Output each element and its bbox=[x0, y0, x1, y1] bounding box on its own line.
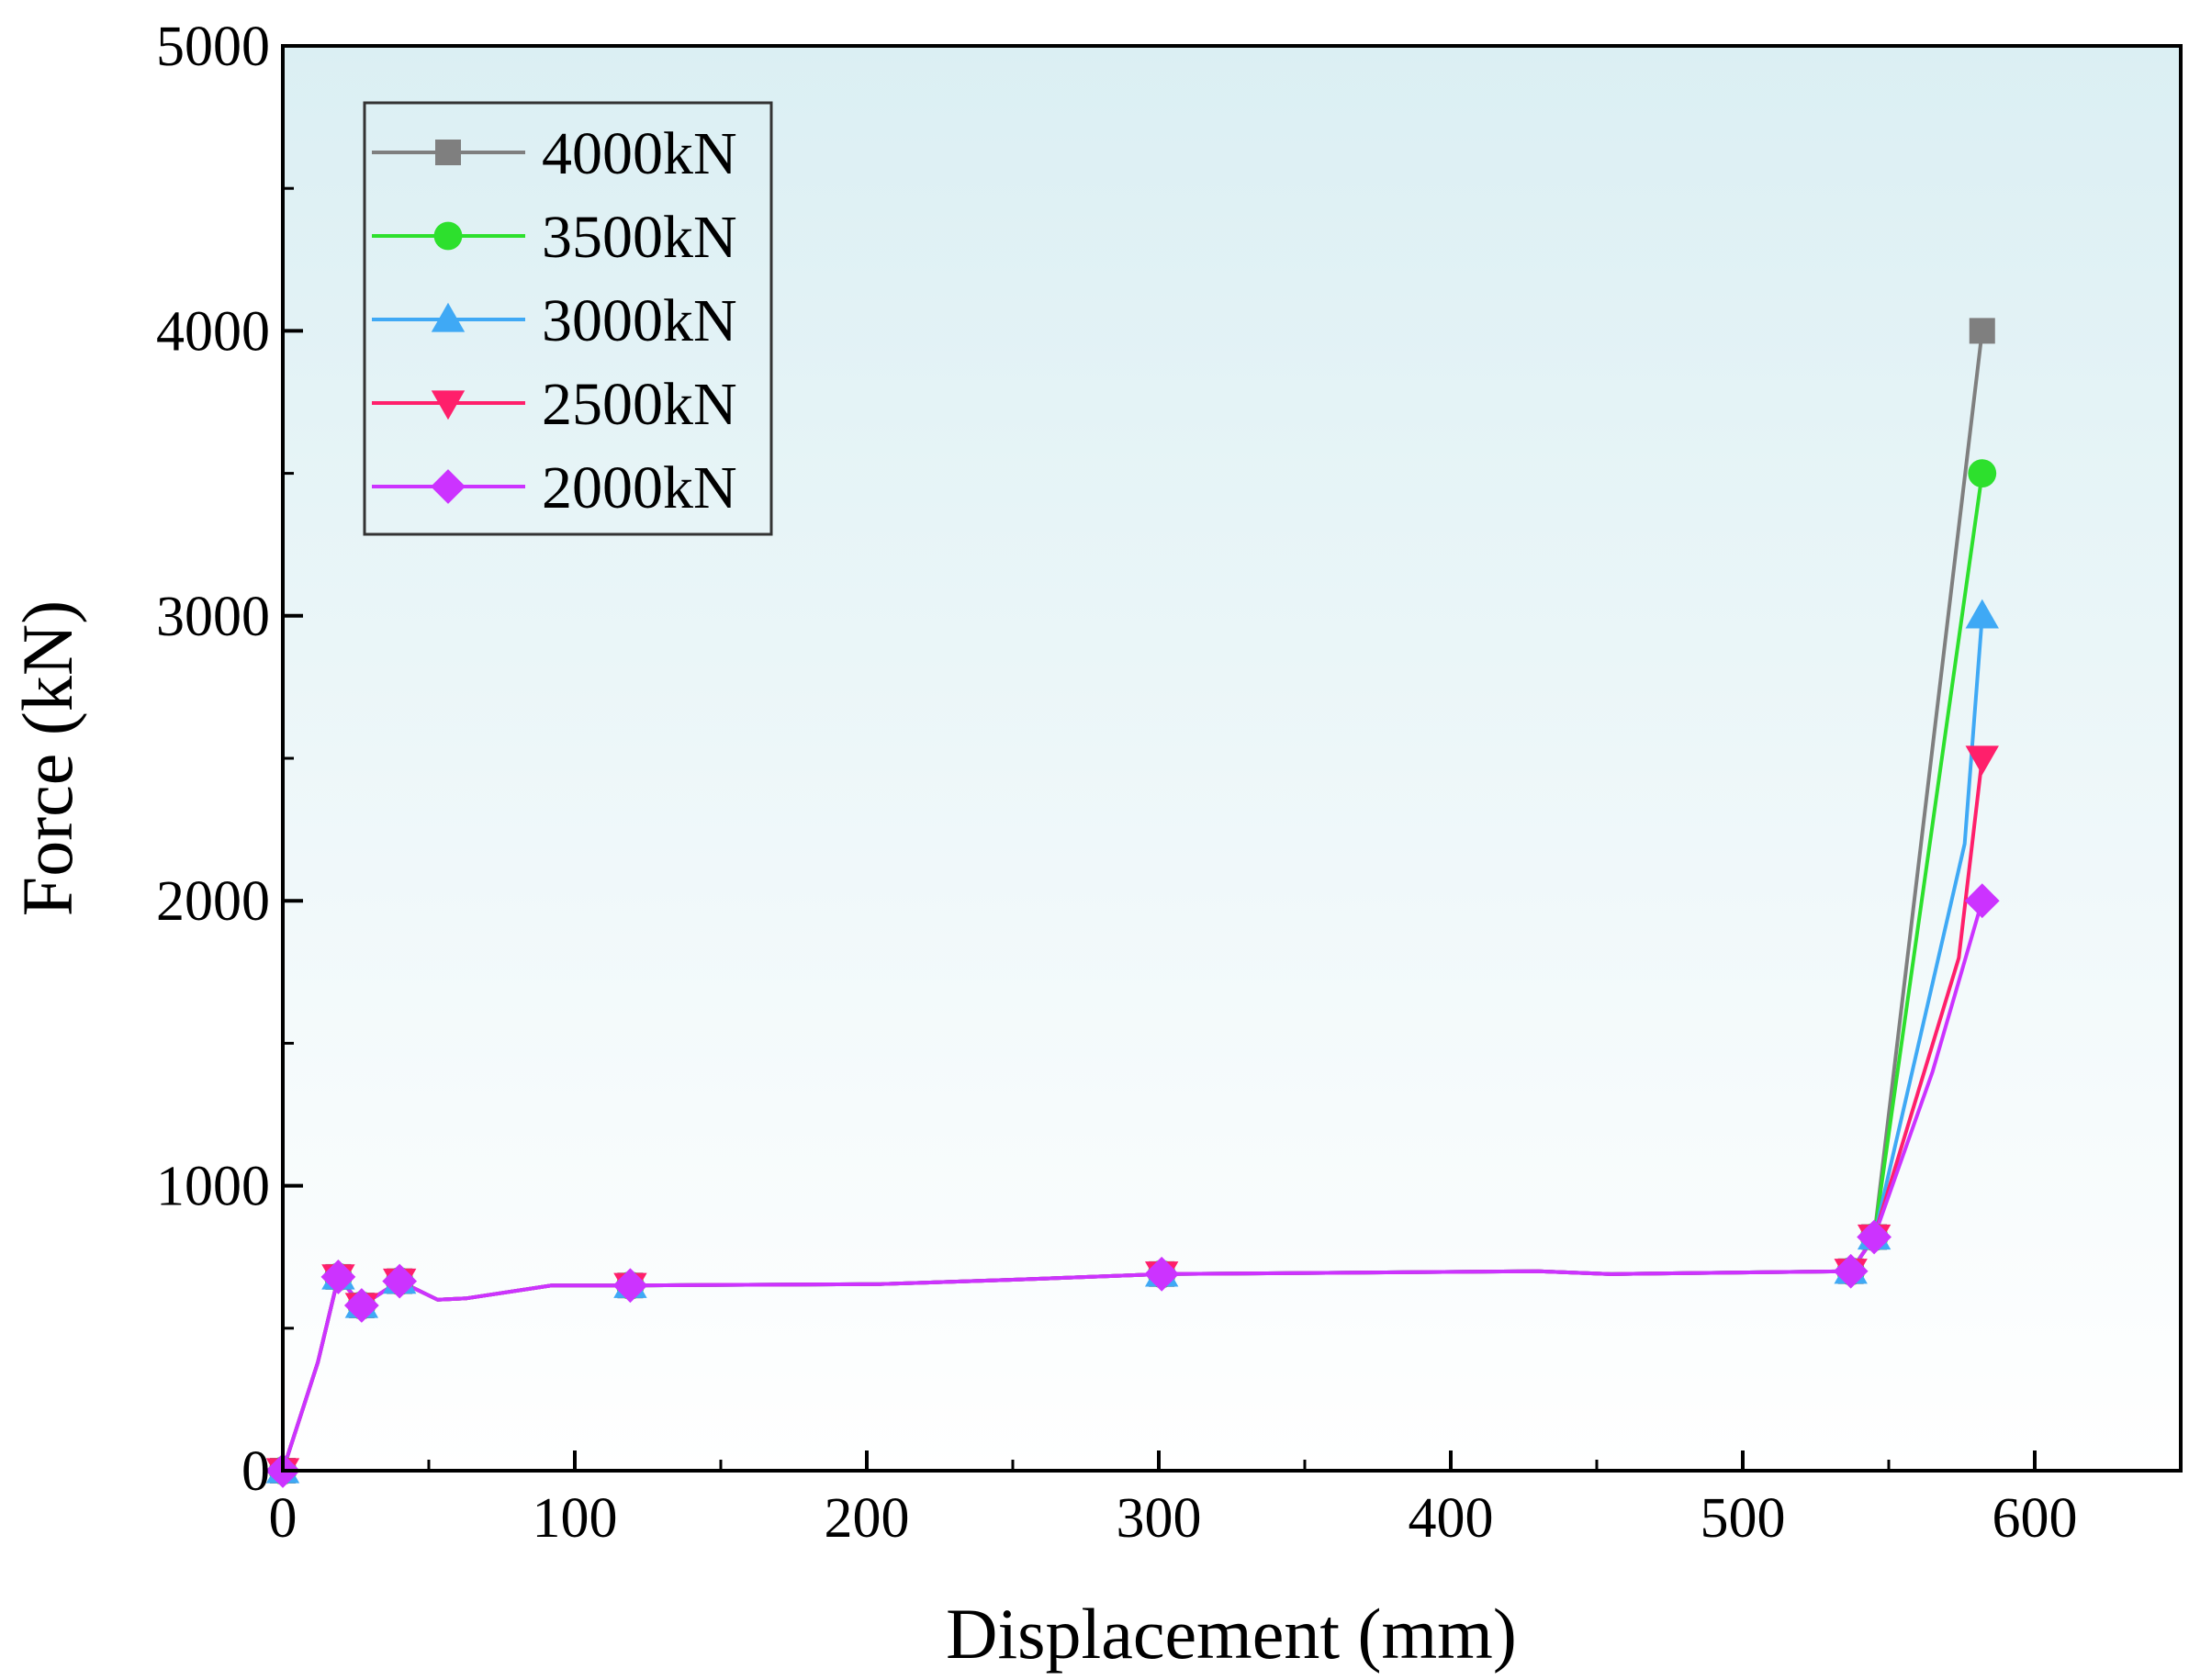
x-tick-label: 200 bbox=[825, 1487, 910, 1550]
legend-label: 3000kN bbox=[542, 287, 737, 354]
y-tick-label: 5000 bbox=[156, 16, 270, 78]
legend-item-2000kn: 2000kN bbox=[372, 454, 737, 521]
series-marker-2000kn bbox=[1857, 1219, 1892, 1255]
legend-item-4000kn: 4000kN bbox=[372, 120, 737, 187]
marker-layer bbox=[265, 318, 2000, 1488]
legend-label: 4000kN bbox=[542, 120, 737, 187]
legend-item-3000kn: 3000kN bbox=[372, 287, 737, 354]
series-end-marker-3500kn bbox=[1968, 459, 1997, 487]
series-marker-2000kn bbox=[320, 1260, 356, 1294]
x-tick-label: 600 bbox=[1993, 1487, 2078, 1550]
legend: 4000kN 3500kN 3000kN 2500kN 2000kN bbox=[363, 101, 773, 536]
legend-item-3500kn: 3500kN bbox=[372, 204, 737, 271]
series-marker-2000kn bbox=[612, 1268, 648, 1304]
legend-marker-3500kn bbox=[433, 221, 463, 251]
y-tick-label: 2000 bbox=[156, 870, 270, 933]
series-end-marker-2000kn bbox=[1964, 883, 2000, 919]
series-marker-2000kn bbox=[343, 1288, 379, 1323]
y-axis-title: Force (kN) bbox=[7, 600, 87, 916]
series-end-marker-4000kn bbox=[1969, 318, 1995, 344]
legend-marker-3000kn bbox=[431, 302, 466, 332]
legend-item-2500kn: 2500kN bbox=[372, 371, 737, 438]
x-axis: 0 100 200 300 400 500 600 bbox=[269, 1450, 2078, 1550]
x-tick-label: 300 bbox=[1117, 1487, 1202, 1550]
legend-label: 2000kN bbox=[542, 454, 737, 521]
x-tick-label: 100 bbox=[533, 1487, 618, 1550]
y-tick-label: 0 bbox=[241, 1440, 270, 1503]
legend-label: 2500kN bbox=[542, 371, 737, 438]
legend-marker-2000kn bbox=[431, 469, 466, 504]
y-tick-label: 1000 bbox=[156, 1156, 270, 1218]
x-axis-title: Displacement (mm) bbox=[946, 1594, 1517, 1674]
legend-label: 3500kN bbox=[542, 204, 737, 271]
legend-frame bbox=[363, 101, 773, 536]
x-tick-label: 400 bbox=[1409, 1487, 1494, 1550]
series-end-marker-3000kn bbox=[1965, 599, 1999, 629]
series-marker-2000kn bbox=[382, 1263, 418, 1299]
series-marker-2000kn bbox=[1833, 1253, 1869, 1289]
y-axis: 0 1000 2000 3000 4000 5000 bbox=[156, 16, 303, 1503]
y-tick-label: 3000 bbox=[156, 586, 270, 648]
series-end-marker-2500kn bbox=[1965, 745, 1999, 776]
legend-marker-4000kn bbox=[435, 140, 461, 165]
y-tick-label: 4000 bbox=[156, 300, 270, 363]
x-tick-label: 500 bbox=[1701, 1487, 1786, 1550]
series-marker-2000kn bbox=[1144, 1256, 1180, 1292]
legend-marker-2500kn bbox=[431, 390, 466, 420]
x-tick-label: 0 bbox=[269, 1487, 297, 1550]
